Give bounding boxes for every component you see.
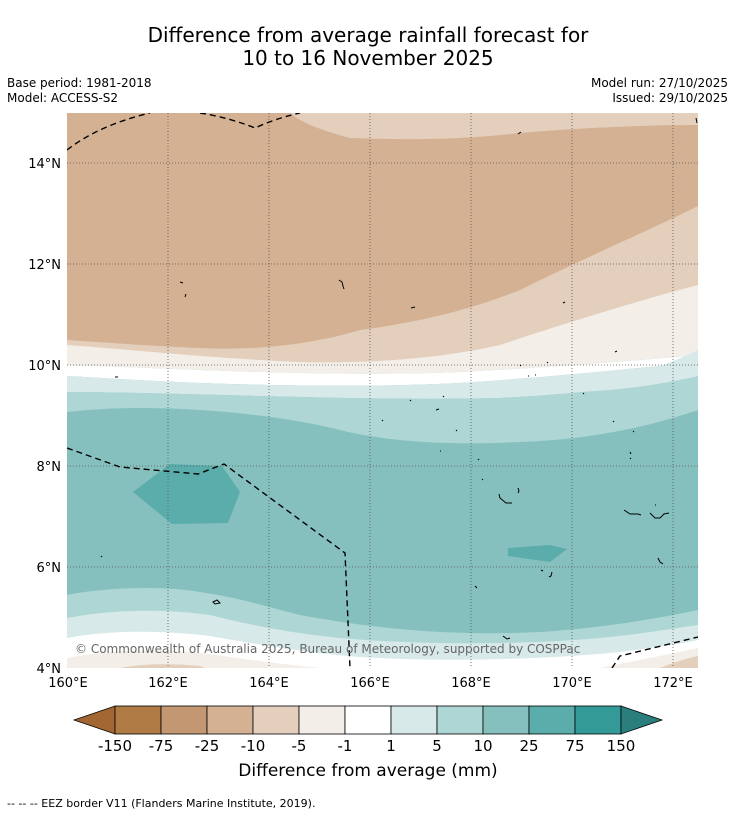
lon-label-168e: 168°E: [451, 676, 491, 691]
lat-label-12n: 12°N: [28, 258, 61, 273]
colorbar-cell-7: [390, 705, 438, 735]
colorbar-title: Difference from average (mm): [238, 761, 498, 781]
band-1-5-north: [67, 353, 698, 399]
colorbar-cell-9: [482, 705, 530, 735]
eez-borders: [67, 113, 698, 668]
colorbar-label: 5: [432, 737, 442, 755]
band-neg5-south: [120, 656, 698, 668]
meta-left: Base period: 1981-2018 Model: ACCESS-S2: [7, 76, 152, 106]
lat-label-6n: 6°N: [37, 561, 62, 576]
issued-text: Issued: 29/10/2025: [612, 91, 728, 105]
band-neg1-south: [67, 648, 698, 668]
lat-label-4n: 4°N: [37, 662, 62, 677]
colorbar-label: -5: [291, 737, 307, 755]
colorbar-label: 1: [386, 737, 396, 755]
colorbar-label: 75: [565, 737, 585, 755]
lon-label-164e: 164°E: [249, 676, 289, 691]
chart-title-line2: 10 to 16 November 2025: [242, 46, 494, 70]
map-field: © Commonwealth of Australia 2025, Bureau…: [67, 113, 698, 668]
gridlines: [67, 113, 698, 668]
chart-title-line1: Difference from average rainfall forecas…: [147, 23, 589, 47]
colorbar-cell-6: [344, 705, 392, 735]
colorbar-label: -150: [97, 737, 133, 755]
lat-label-10n: 10°N: [28, 359, 61, 374]
colorbar-label: -75: [148, 737, 174, 755]
colorbar-label: 10: [473, 737, 493, 755]
band-neg10: [67, 113, 698, 349]
lon-label-166e: 166°E: [350, 676, 390, 691]
meta-right: Model run: 27/10/2025 Issued: 29/10/2025: [591, 76, 728, 106]
colorbar-label: 25: [519, 737, 539, 755]
colorbar: [72, 705, 664, 735]
lon-label-162e: 162°E: [148, 676, 188, 691]
colorbar-label: 150: [606, 737, 636, 755]
colorbar-cell-2: [160, 705, 208, 735]
colorbar-cell-10: [528, 705, 576, 735]
colorbar-label: -10: [240, 737, 266, 755]
band-white: [67, 355, 698, 386]
model-run-text: Model run: 27/10/2025: [590, 76, 728, 90]
colorbar-cell-11: [574, 705, 622, 735]
colorbar-label: -25: [194, 737, 220, 755]
colorbar-cell-1: [114, 705, 162, 735]
model-text: Model: ACCESS-S2: [7, 91, 119, 105]
colorbar-arrow-left: [72, 705, 116, 735]
lat-label-8n: 8°N: [37, 460, 62, 475]
lon-label-160e: 160°E: [48, 676, 88, 691]
band-5-10-north: [67, 375, 698, 444]
colorbar-cell-3: [206, 705, 254, 735]
colorbar-cell-8: [436, 705, 484, 735]
band-neg5-top: [67, 113, 698, 140]
lon-label-172e: 172°E: [653, 676, 693, 691]
blob-25-75-west: [133, 464, 240, 524]
lat-label-14n: 14°N: [28, 157, 61, 172]
copyright-text: © Commonwealth of Australia 2025, Bureau…: [75, 642, 580, 656]
band-1-5-n2: [580, 350, 698, 392]
eez-legend-note: -- -- -- EEZ border V11 (Flanders Marine…: [7, 797, 316, 810]
colorbar-label: -1: [337, 737, 353, 755]
islands: [100, 117, 698, 640]
lon-label-170e: 170°E: [552, 676, 592, 691]
colorbar-arrow-right: [620, 705, 664, 735]
base-period-text: Base period: 1981-2018: [7, 76, 152, 90]
colorbar-cell-5: [298, 705, 346, 735]
blob-25-75-east: [508, 545, 567, 562]
colorbar-cell-4: [252, 705, 300, 735]
